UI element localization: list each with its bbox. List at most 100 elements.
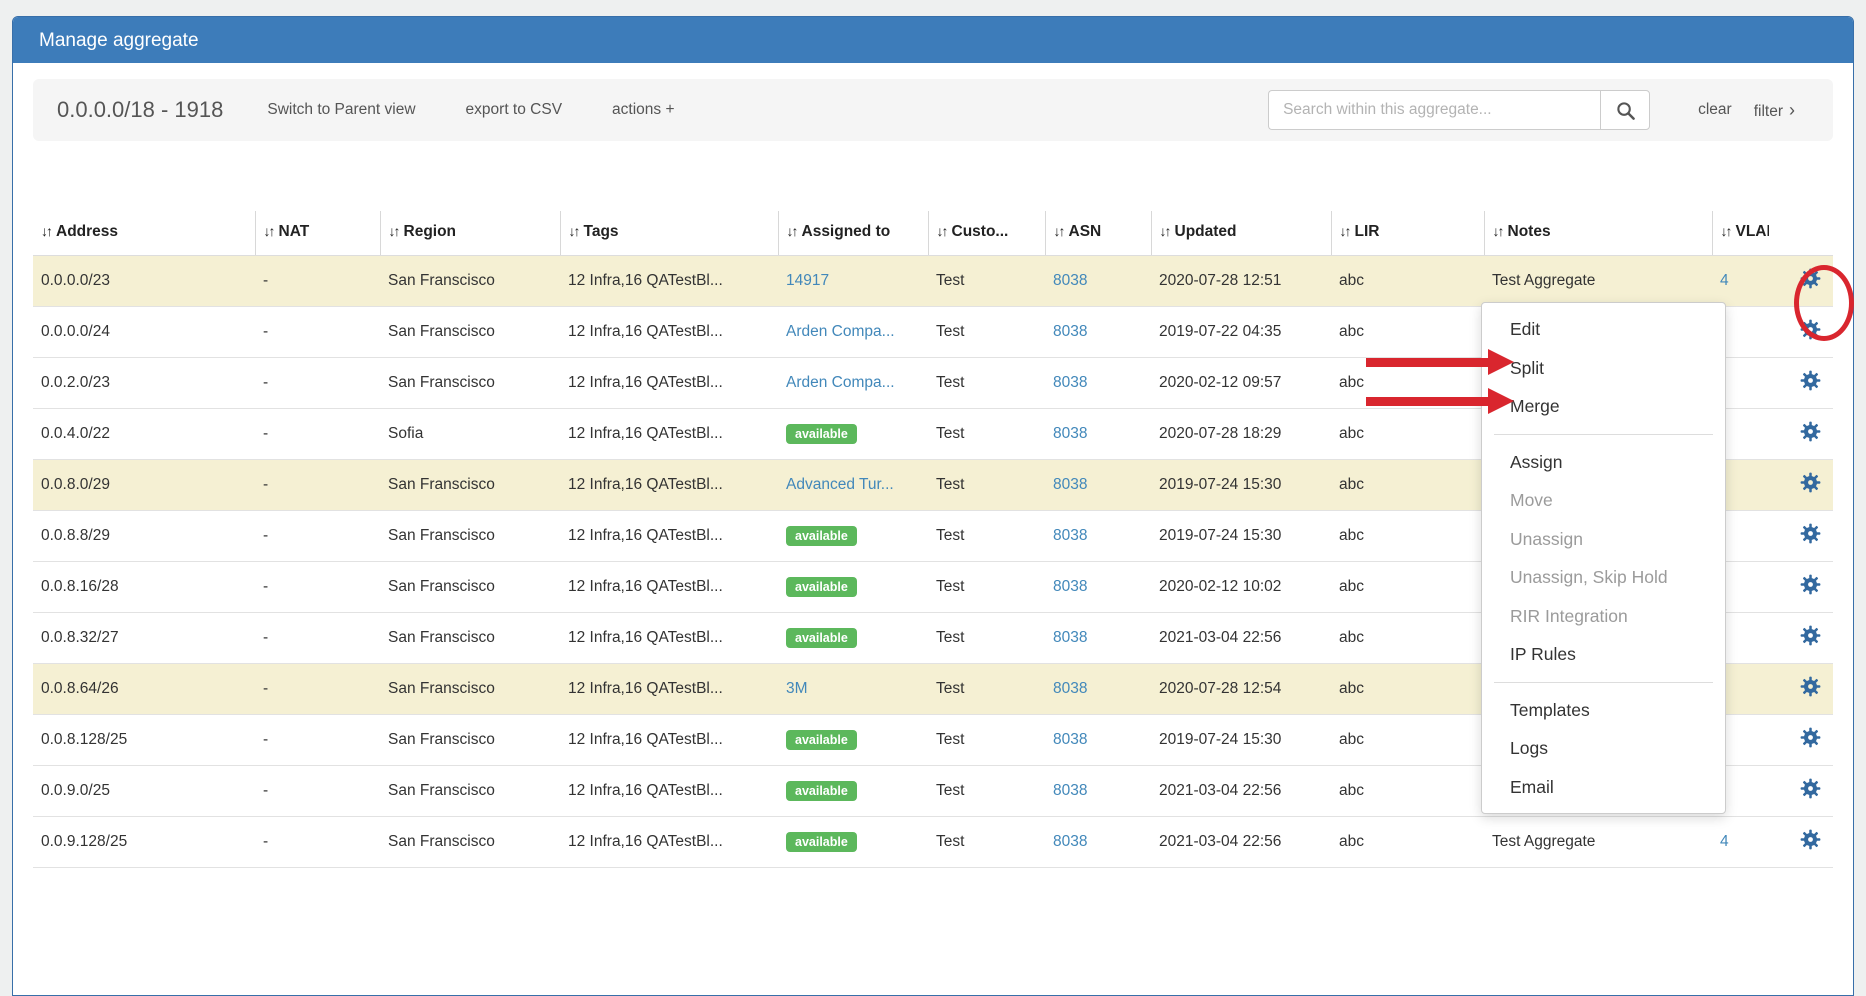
asn-link[interactable]: 8038 [1053,680,1087,697]
vlan-link[interactable]: 4 [1720,272,1729,289]
sort-icon: ↓↑ [41,223,51,239]
asn-link[interactable]: 8038 [1053,731,1087,748]
row-actions-gear-icon[interactable] [1800,421,1821,442]
menu-divider [1494,434,1713,435]
cell-address: 0.0.8.16/28 [33,562,255,613]
menu-item-logs[interactable]: Logs [1482,729,1725,768]
menu-item-templates[interactable]: Templates [1482,691,1725,730]
cell-asn: 8038 [1045,409,1151,460]
menu-item-edit[interactable]: Edit [1482,310,1725,349]
cell-actions [1769,715,1833,766]
cell-asn: 8038 [1045,715,1151,766]
cell-actions [1769,817,1833,868]
menu-item-assign[interactable]: Assign [1482,443,1725,482]
col-header-updated[interactable]: ↓↑Updated [1151,211,1331,256]
col-header-tags[interactable]: ↓↑Tags [560,211,778,256]
cell-tags: 12 Infra,16 QATestBl... [560,562,778,613]
asn-link[interactable]: 8038 [1053,782,1087,799]
menu-divider [1494,682,1713,683]
toolbar: 0.0.0.0/18 - 1918 Switch to Parent view … [33,79,1833,141]
cell-customer: Test [928,460,1045,511]
row-actions-gear-icon[interactable] [1800,472,1821,493]
cell-nat: - [255,511,380,562]
cell-region: San Franscisco [380,715,560,766]
asn-link[interactable]: 8038 [1053,629,1087,646]
assigned-to-link[interactable]: Arden Compa... [786,374,895,391]
cell-customer: Test [928,256,1045,307]
sort-icon: ↓↑ [787,223,797,239]
cell-notes: Test Aggregate [1484,256,1712,307]
col-header-vlan[interactable]: ↓↑VLAN [1712,211,1769,256]
table-header-row: ↓↑Address↓↑NAT↓↑Region↓↑Tags↓↑Assigned t… [33,211,1833,256]
row-actions-menu: EditSplitMergeAssignMoveUnassignUnassign… [1481,302,1726,814]
col-header-lir[interactable]: ↓↑LIR [1331,211,1484,256]
col-header-actions [1769,211,1833,256]
row-actions-gear-icon[interactable] [1800,625,1821,646]
vlan-link[interactable]: 4 [1720,833,1729,850]
row-actions-gear-icon[interactable] [1800,727,1821,748]
row-actions-gear-icon[interactable] [1800,523,1821,544]
col-header-asn[interactable]: ↓↑ASN [1045,211,1151,256]
menu-item-split[interactable]: Split [1482,349,1725,388]
col-header-nat[interactable]: ↓↑NAT [255,211,380,256]
asn-link[interactable]: 8038 [1053,323,1087,340]
cell-lir: abc [1331,511,1484,562]
asn-link[interactable]: 8038 [1053,476,1087,493]
asn-link[interactable]: 8038 [1053,272,1087,289]
cell-region: San Franscisco [380,511,560,562]
cell-asn: 8038 [1045,613,1151,664]
cell-updated: 2020-02-12 10:02 [1151,562,1331,613]
col-header-assigned[interactable]: ↓↑Assigned to [778,211,928,256]
row-actions-gear-icon[interactable] [1800,829,1821,850]
assigned-to-link[interactable]: Arden Compa... [786,323,895,340]
cell-customer: Test [928,715,1045,766]
export-csv-link[interactable]: export to CSV [466,101,563,119]
menu-item-merge[interactable]: Merge [1482,387,1725,426]
search-input[interactable] [1268,90,1600,130]
asn-link[interactable]: 8038 [1053,425,1087,442]
row-actions-gear-icon[interactable] [1800,319,1821,340]
asn-link[interactable]: 8038 [1053,578,1087,595]
row-actions-gear-icon[interactable] [1800,574,1821,595]
cell-region: San Franscisco [380,307,560,358]
assigned-to-link[interactable]: 14917 [786,272,829,289]
col-header-customer[interactable]: ↓↑Custo... [928,211,1045,256]
menu-item-email[interactable]: Email [1482,768,1725,807]
row-actions-gear-icon[interactable] [1800,778,1821,799]
col-header-region[interactable]: ↓↑Region [380,211,560,256]
clear-link[interactable]: clear [1698,101,1732,119]
cell-updated: 2021-03-04 22:56 [1151,766,1331,817]
sort-icon: ↓↑ [1340,223,1350,239]
search-button[interactable] [1600,90,1650,130]
asn-link[interactable]: 8038 [1053,374,1087,391]
assigned-to-link[interactable]: 3M [786,680,808,697]
cell-asn: 8038 [1045,664,1151,715]
cell-assigned-to: Arden Compa... [778,358,928,409]
row-actions-gear-icon[interactable] [1800,268,1821,289]
actions-menu-link[interactable]: actions + [612,101,675,119]
cell-assigned-to: available [778,562,928,613]
cell-updated: 2020-07-28 12:51 [1151,256,1331,307]
cell-tags: 12 Infra,16 QATestBl... [560,817,778,868]
cell-tags: 12 Infra,16 QATestBl... [560,766,778,817]
col-header-address[interactable]: ↓↑Address [33,211,255,256]
row-actions-gear-icon[interactable] [1800,370,1821,391]
cell-updated: 2020-07-28 18:29 [1151,409,1331,460]
filter-link[interactable]: filter› [1754,100,1795,121]
row-actions-gear-icon[interactable] [1800,676,1821,697]
asn-link[interactable]: 8038 [1053,833,1087,850]
col-header-notes[interactable]: ↓↑Notes [1484,211,1712,256]
available-badge: available [786,577,857,598]
cell-assigned-to: available [778,409,928,460]
chevron-right-icon: › [1789,100,1795,120]
available-badge: available [786,628,857,649]
cell-nat: - [255,817,380,868]
cell-updated: 2020-07-28 12:54 [1151,664,1331,715]
cell-region: San Franscisco [380,562,560,613]
switch-parent-view-link[interactable]: Switch to Parent view [267,101,415,119]
assigned-to-link[interactable]: Advanced Tur... [786,476,894,493]
menu-item-ip-rules[interactable]: IP Rules [1482,635,1725,674]
asn-link[interactable]: 8038 [1053,527,1087,544]
cell-customer: Test [928,358,1045,409]
menu-item-move: Move [1482,481,1725,520]
